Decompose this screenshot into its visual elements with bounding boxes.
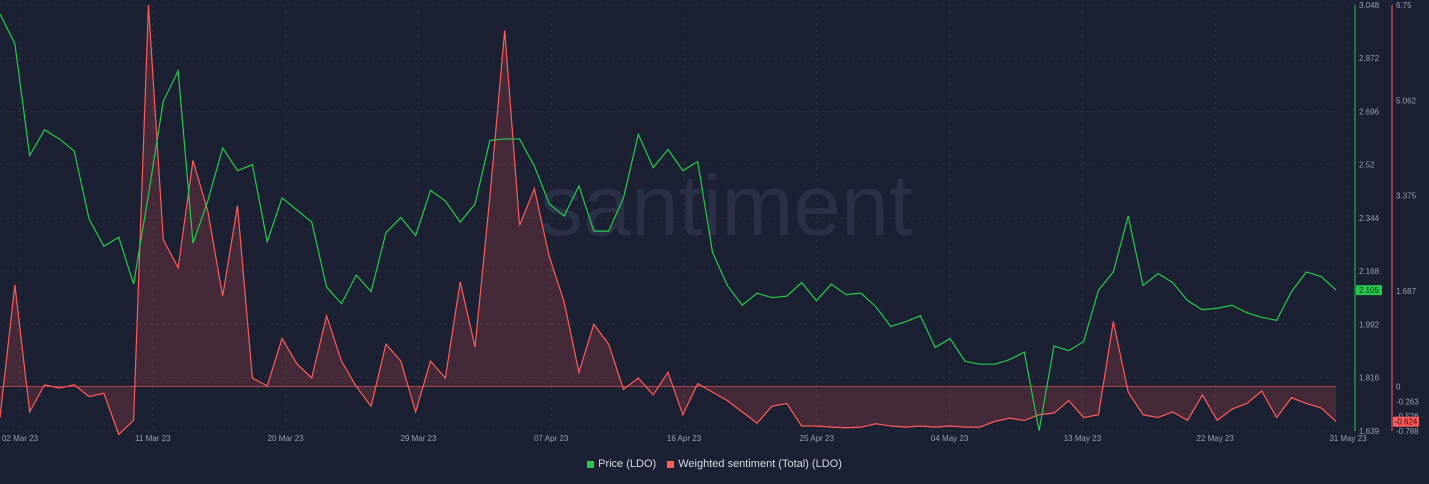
left-tick-label: 2.168 (1359, 267, 1380, 276)
x-tick-label: 25 Apr 23 (800, 434, 835, 443)
left-tick-label: 2.696 (1359, 107, 1380, 116)
x-tick-label: 20 Mar 23 (268, 434, 305, 443)
right-tick-label: 3.375 (1396, 192, 1417, 201)
axes (1354, 5, 1393, 431)
x-axis-ticks: 02 Mar 23 11 Mar 23 20 Mar 23 29 Mar 23 07 A… (2, 434, 1367, 443)
legend-label-price: Price (LDO) (598, 458, 657, 470)
x-tick-label: 11 Mar 23 (135, 434, 171, 443)
right-axis-ticks: 6.75 5.062 3.375 1.687 0 -0.263 -0.526 -0.788 (1396, 1, 1419, 436)
legend-item-price[interactable]: Price (LDO) (587, 458, 656, 470)
right-tick-label: 6.75 (1396, 1, 1412, 10)
x-tick-label: 07 Apr 23 (534, 434, 569, 443)
right-tick-label: -0.526 (1396, 412, 1419, 421)
x-tick-label: 29 Mar 23 (400, 434, 437, 443)
price-last-badge: 2.105 (1356, 285, 1382, 296)
sentiment-area-fill (0, 5, 1336, 435)
sentiment-line (0, 4, 1337, 436)
left-tick-label: 2.872 (1359, 54, 1380, 63)
watermark: santiment (540, 158, 913, 254)
sentiment-last-badge: -0.624 (1393, 416, 1419, 427)
sentiment-area (0, 5, 1336, 435)
legend-swatch-price (587, 460, 595, 468)
right-tick-label: 5.062 (1396, 96, 1417, 105)
right-tick-label: -0.788 (1396, 427, 1419, 436)
x-tick-label: 31 May 23 (1329, 434, 1367, 443)
x-tick-label: 04 May 23 (931, 434, 969, 443)
left-tick-label: 1.992 (1359, 320, 1380, 329)
last-value-badges: 2.105 -0.624 (1356, 285, 1419, 427)
series-lines (0, 4, 1337, 436)
left-axis-ticks: 3.048 2.872 2.696 2.52 2.344 2.168 1.992 1.816 1… (1359, 1, 1380, 436)
legend: Price (LDO) Weighted sentiment (Total) (… (0, 458, 1429, 471)
price-last-badge-text: 2.105 (1359, 286, 1380, 295)
right-tick-label: 1.687 (1396, 287, 1417, 296)
left-tick-label: 2.344 (1359, 214, 1380, 223)
grid-lines (0, 4, 1349, 432)
right-tick-label: -0.263 (1396, 397, 1419, 406)
left-tick-label: 3.048 (1359, 1, 1380, 10)
legend-item-sentiment[interactable]: Weighted sentiment (Total) (LDO) (667, 458, 842, 470)
left-tick-label: 1.816 (1359, 373, 1380, 382)
x-tick-label: 22 May 23 (1197, 434, 1235, 443)
x-tick-label: 02 Mar 23 (2, 434, 39, 443)
x-tick-label: 16 Apr 23 (667, 434, 702, 443)
right-tick-label: 0 (1396, 382, 1401, 391)
legend-swatch-sentiment (667, 460, 675, 468)
left-tick-label: 1.639 (1359, 427, 1380, 436)
sentiment-last-badge-text: -0.624 (1395, 418, 1418, 427)
x-tick-label: 13 May 23 (1064, 434, 1102, 443)
legend-label-sentiment: Weighted sentiment (Total) (LDO) (678, 458, 842, 470)
left-tick-label: 2.52 (1359, 161, 1375, 170)
price-line (0, 13, 1337, 431)
